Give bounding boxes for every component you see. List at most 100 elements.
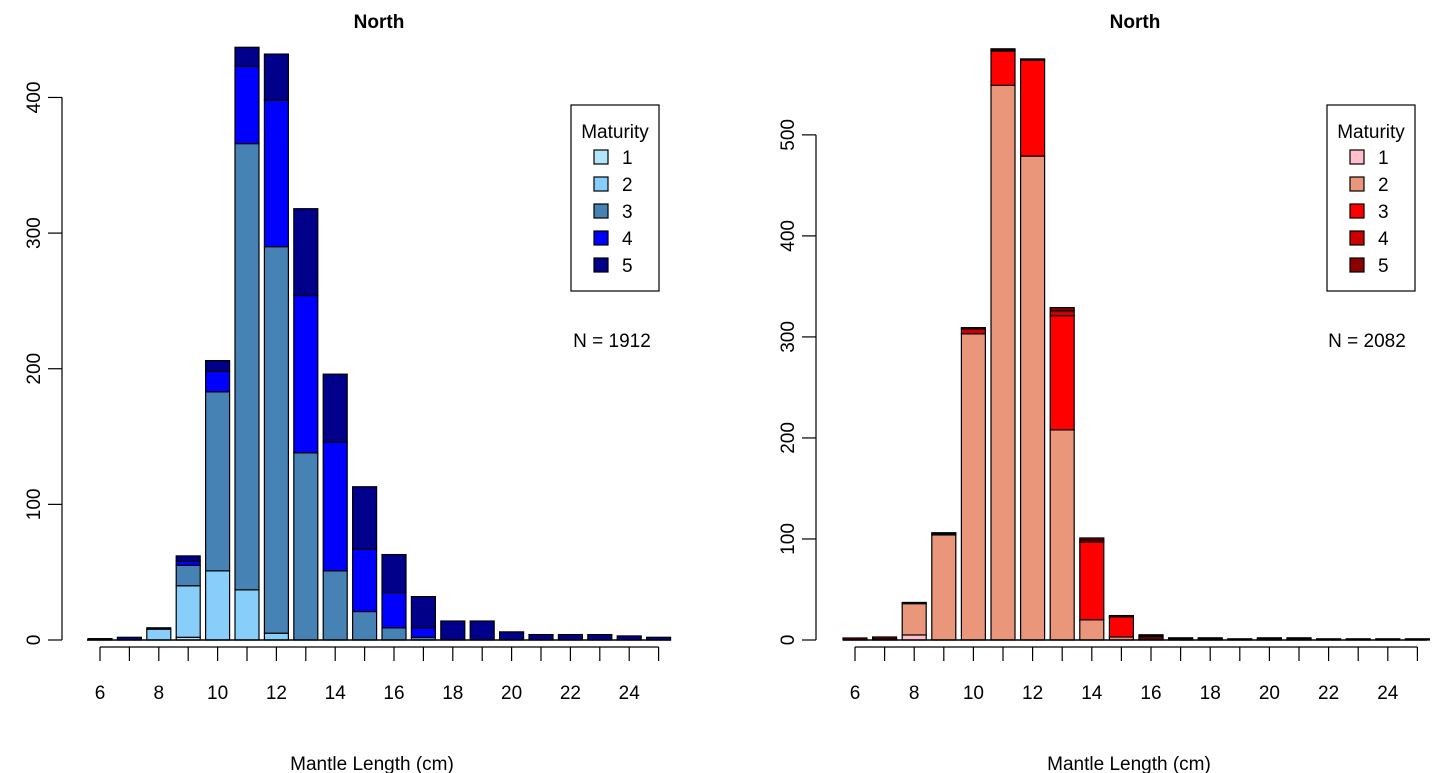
bar-segment-11-maturity-3	[234, 142, 260, 591]
legend-label-4: 4	[622, 229, 633, 250]
bar-segment-12-maturity-2	[263, 632, 289, 641]
bar-segment-8-maturity-2	[901, 603, 927, 636]
bar-segment-13-maturity-2	[1049, 429, 1075, 641]
bar-segment-12-maturity-5	[263, 53, 289, 101]
x-tick-label: 14	[1081, 683, 1103, 704]
y-tick-label: 500	[778, 119, 799, 151]
bar-segment-9-maturity-3	[175, 564, 201, 587]
bar-segment-13-maturity-4	[293, 294, 319, 454]
x-tick-label: 18	[1200, 683, 1221, 704]
bar-segment-16-maturity-3	[381, 627, 407, 641]
bar-segment-13-maturity-3	[293, 452, 319, 641]
bar-segment-11-maturity-3	[990, 50, 1016, 86]
legend-swatch-4	[593, 230, 609, 246]
bar-segment-9-maturity-5	[931, 532, 957, 535]
bar-segment-11-maturity-2	[234, 589, 260, 641]
x-tick-label: 6	[95, 683, 106, 704]
bar-segment-15-maturity-3	[352, 610, 378, 641]
bar-segment-9-maturity-4	[175, 560, 201, 567]
legend-box	[1326, 104, 1416, 292]
bar-segment-9-maturity-5	[175, 555, 201, 562]
sample-size-label: N = 2082	[1328, 331, 1406, 352]
legend-swatch-2	[1349, 176, 1365, 192]
legend-title: Maturity	[1337, 122, 1405, 143]
legend-label-3: 3	[622, 202, 633, 223]
legend-label-1: 1	[622, 148, 633, 169]
bar-segment-20-maturity-5	[499, 631, 525, 641]
x-tick-label: 10	[207, 683, 228, 704]
x-tick-label: 24	[619, 683, 641, 704]
bar-segment-10-maturity-4	[960, 328, 987, 335]
legend-swatch-3	[1349, 203, 1365, 219]
bar-segment-14-maturity-5	[322, 373, 348, 443]
y-tick-label: 400	[778, 220, 799, 252]
bar-segment-17-maturity-5	[1167, 637, 1194, 640]
bar-segment-13-maturity-3	[1049, 315, 1075, 431]
bar-segment-15-maturity-4	[1108, 614, 1135, 618]
x-tick-label: 6	[850, 683, 861, 704]
y-tick-label: 0	[778, 635, 799, 646]
bar-segment-15-maturity-3	[1108, 616, 1135, 638]
bar-segment-13-maturity-5	[1049, 307, 1075, 312]
bar-segment-8-maturity-2	[146, 628, 172, 641]
y-tick-label: 300	[24, 217, 45, 249]
bar-segment-12-maturity-2	[1019, 155, 1046, 641]
bar-segment-16-maturity-5	[1138, 634, 1164, 637]
bar-segment-14-maturity-4	[322, 441, 348, 572]
legend-swatch-5	[1349, 257, 1365, 273]
bar-segment-12-maturity-3	[1019, 59, 1046, 157]
bar-segment-17-maturity-5	[410, 595, 436, 629]
bar-segment-9-maturity-2	[175, 585, 201, 638]
x-tick-label: 8	[154, 683, 165, 704]
x-tick-label: 8	[909, 683, 920, 704]
x-tick-label: 16	[1140, 683, 1161, 704]
legend-label-5: 5	[622, 256, 633, 277]
bar-segment-11-maturity-5	[234, 46, 260, 67]
x-tick-label: 22	[1318, 683, 1339, 704]
bar-segment-20-maturity-5	[1256, 637, 1283, 640]
legend-box	[570, 104, 660, 292]
bar-segment-7-maturity-5	[871, 636, 898, 640]
bar-segment-10-maturity-3	[205, 391, 231, 572]
bar-segment-8-maturity-1	[901, 634, 927, 641]
legend-swatch-3	[593, 203, 609, 219]
bar-segment-10-maturity-5	[960, 327, 987, 330]
bar-segment-19-maturity-5	[469, 620, 495, 641]
bar-segment-12-maturity-4	[1019, 58, 1046, 61]
bar-segment-22-maturity-5	[557, 633, 584, 641]
x-tick-label: 12	[266, 683, 287, 704]
x-tick-label: 24	[1377, 683, 1399, 704]
bar-segment-21-maturity-5	[528, 633, 554, 641]
bar-segment-16-maturity-5	[381, 553, 407, 594]
chart-title: North	[1110, 12, 1161, 33]
bar-segment-11-maturity-5	[990, 48, 1016, 51]
bar-segment-8-maturity-5	[146, 627, 172, 630]
x-tick-label: 22	[560, 683, 581, 704]
legend-label-3: 3	[1378, 202, 1389, 223]
bar-segment-10-maturity-2	[205, 570, 231, 641]
bar-segment-12-maturity-3	[263, 246, 289, 634]
bar-segment-14-maturity-3	[1079, 541, 1105, 621]
legend-label-2: 2	[622, 175, 633, 196]
y-tick-label: 400	[24, 82, 45, 114]
legend-swatch-1	[593, 149, 609, 165]
bar-segment-16-maturity-4	[381, 591, 407, 629]
bar-segment-11-maturity-4	[234, 65, 260, 145]
x-tick-label: 20	[501, 683, 522, 704]
legend-title: Maturity	[581, 122, 649, 143]
x-axis-label: Mantle Length (cm)	[290, 754, 454, 773]
x-tick-label: 20	[1259, 683, 1280, 704]
legend-swatch-2	[593, 176, 609, 192]
x-tick-label: 16	[383, 683, 404, 704]
bar-segment-18-maturity-5	[440, 620, 466, 641]
bar-segment-14-maturity-3	[322, 570, 348, 641]
bar-segment-10-maturity-2	[960, 333, 987, 641]
y-tick-label: 200	[24, 353, 45, 385]
bar-segment-18-maturity-5	[1197, 637, 1223, 640]
legend-swatch-1	[1349, 149, 1365, 165]
legend-swatch-5	[593, 257, 609, 273]
x-tick-label: 12	[1022, 683, 1043, 704]
bar-segment-13-maturity-4	[1049, 310, 1075, 317]
legend-swatch-4	[1349, 230, 1365, 246]
